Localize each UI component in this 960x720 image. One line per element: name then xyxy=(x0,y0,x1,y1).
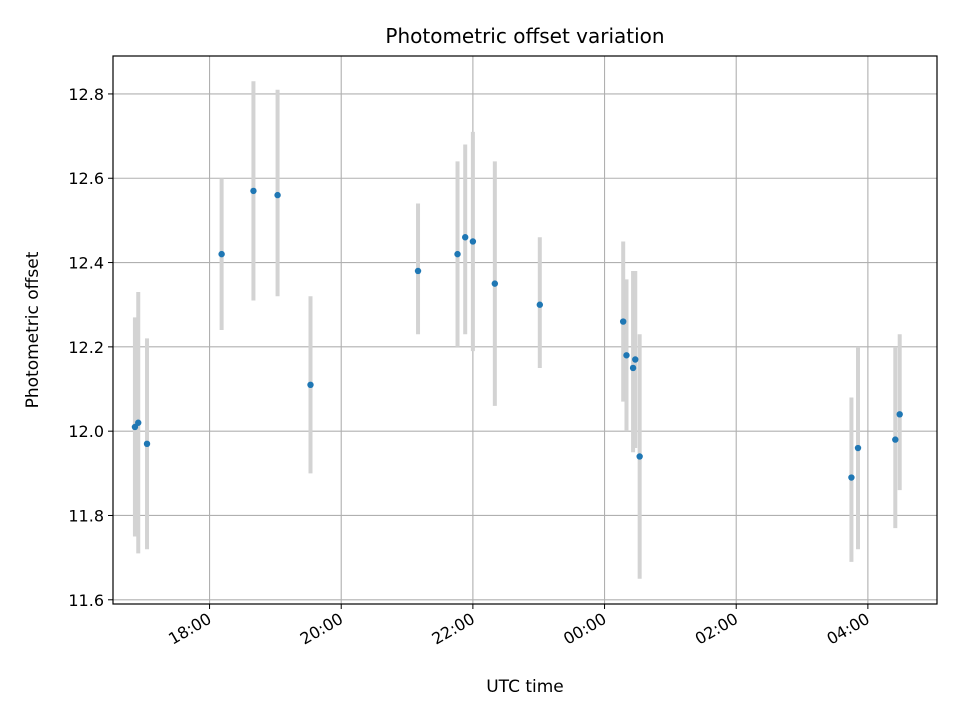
x-axis-label: UTC time xyxy=(486,677,564,697)
data-point xyxy=(636,453,643,460)
data-point xyxy=(414,267,422,275)
y-tick-label: 11.6 xyxy=(68,591,104,610)
y-tick-label: 11.8 xyxy=(68,506,104,525)
data-point xyxy=(274,191,281,199)
y-axis-label: Photometric offset xyxy=(23,251,43,408)
data-point xyxy=(135,419,142,426)
plot-frame xyxy=(112,55,938,605)
grid-lines xyxy=(113,56,937,604)
data-point xyxy=(218,250,225,258)
chart-title: Photometric offset variation xyxy=(385,24,664,48)
y-tick-label: 12.0 xyxy=(68,422,104,441)
data-point xyxy=(629,364,637,372)
data-point xyxy=(454,250,461,258)
data-point xyxy=(462,234,469,241)
data-point xyxy=(854,444,862,452)
y-tick-label: 12.4 xyxy=(68,254,104,273)
data-point xyxy=(307,381,314,388)
data-point xyxy=(619,318,627,325)
y-tick-label: 12.8 xyxy=(68,85,104,104)
data-markers xyxy=(131,187,903,481)
y-tick-label: 12.6 xyxy=(68,169,104,188)
data-point xyxy=(536,301,544,308)
data-point xyxy=(491,280,499,287)
data-point xyxy=(143,440,151,448)
data-point xyxy=(848,474,855,481)
data-point xyxy=(892,436,899,443)
y-tick-label: 12.2 xyxy=(68,338,104,357)
data-point xyxy=(623,352,630,359)
data-point xyxy=(896,411,903,418)
data-point xyxy=(469,238,477,245)
data-point xyxy=(632,356,639,363)
data-point xyxy=(250,187,257,195)
